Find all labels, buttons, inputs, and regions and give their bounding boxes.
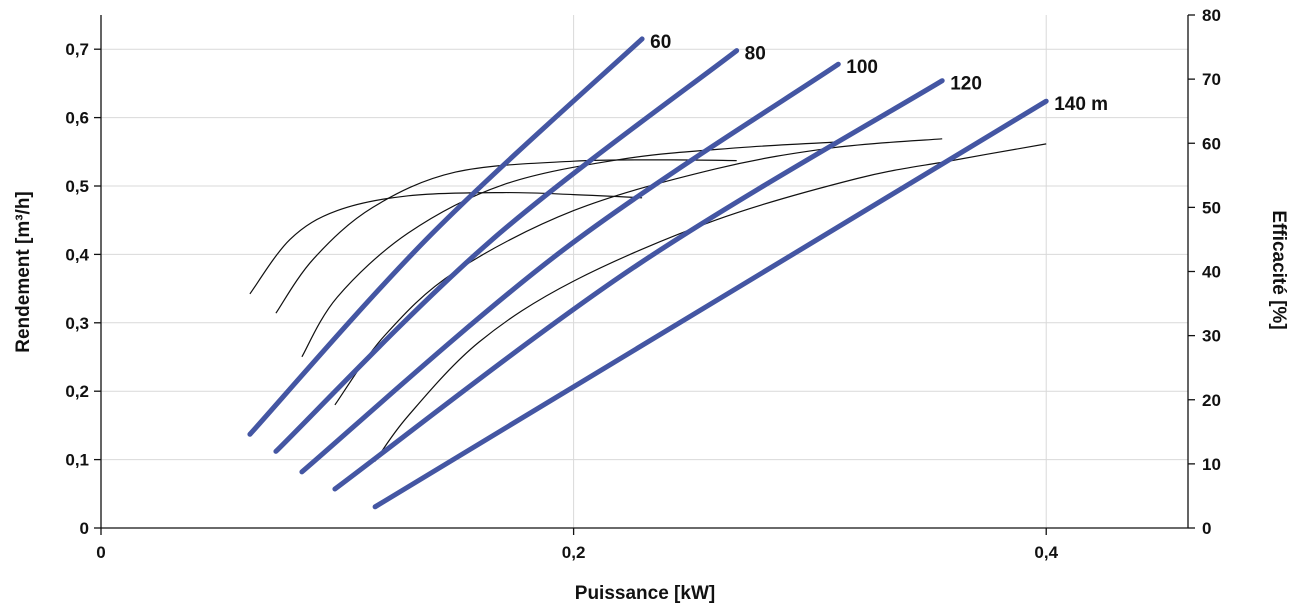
series-label: 60 [650,32,671,53]
tick-labels: 0 0,1 0,2 0,3 0,4 0,5 0,6 0,7 0 10 20 30 40 50 60 70 80 0… [65,6,1221,562]
series-line-120 [332,78,945,492]
x-tick-label: 0,4 [1034,543,1058,562]
efficiency-curve [249,191,643,295]
y-right-axis-title: Efficacité [%] [1268,210,1289,329]
series-line-140-m [372,98,1049,510]
series-line-80 [273,48,740,454]
y-right-tick-label: 20 [1202,391,1221,410]
y-right-tick-label: 60 [1202,134,1221,153]
y-right-tick-label: 50 [1202,198,1221,217]
y-right-tick-label: 0 [1202,519,1211,538]
series-line-60 [247,36,645,437]
x-tick-label: 0 [96,543,105,562]
axes [100,15,1189,529]
y-right-tick-label: 80 [1202,6,1221,25]
yield-series [247,36,1049,510]
y-left-tick-label: 0,6 [65,109,89,128]
series-labels: 60 80 100 120 140 m [650,32,1108,115]
series-label: 120 [950,74,982,95]
y-left-tick-label: 0,2 [65,382,89,401]
efficiency-curves [249,138,1047,462]
efficiency-curve [301,141,839,358]
y-left-axis-title: Rendement [m³/h] [13,191,34,353]
efficiency-curve [334,138,943,406]
series-label: 80 [745,44,766,65]
y-right-tick-label: 10 [1202,455,1221,474]
series-label: 140 m [1054,94,1108,115]
y-right-tick-label: 70 [1202,70,1221,89]
y-left-tick-label: 0,4 [65,245,89,264]
efficiency-curve [374,143,1047,462]
y-left-tick-label: 0,7 [65,40,89,59]
y-left-tick-label: 0,3 [65,314,89,333]
y-right-tick-label: 30 [1202,327,1221,346]
series-label: 100 [846,57,878,78]
x-tick-label: 0,2 [562,543,586,562]
y-left-tick-label: 0,5 [65,177,89,196]
grid [101,15,1188,528]
efficiency-curve [275,159,737,314]
y-left-tick-label: 0 [80,519,89,538]
y-left-tick-label: 0,1 [65,451,89,470]
y-right-tick-label: 40 [1202,263,1221,282]
x-axis-title: Puissance [kW] [575,583,715,604]
series-line-100 [299,61,841,475]
